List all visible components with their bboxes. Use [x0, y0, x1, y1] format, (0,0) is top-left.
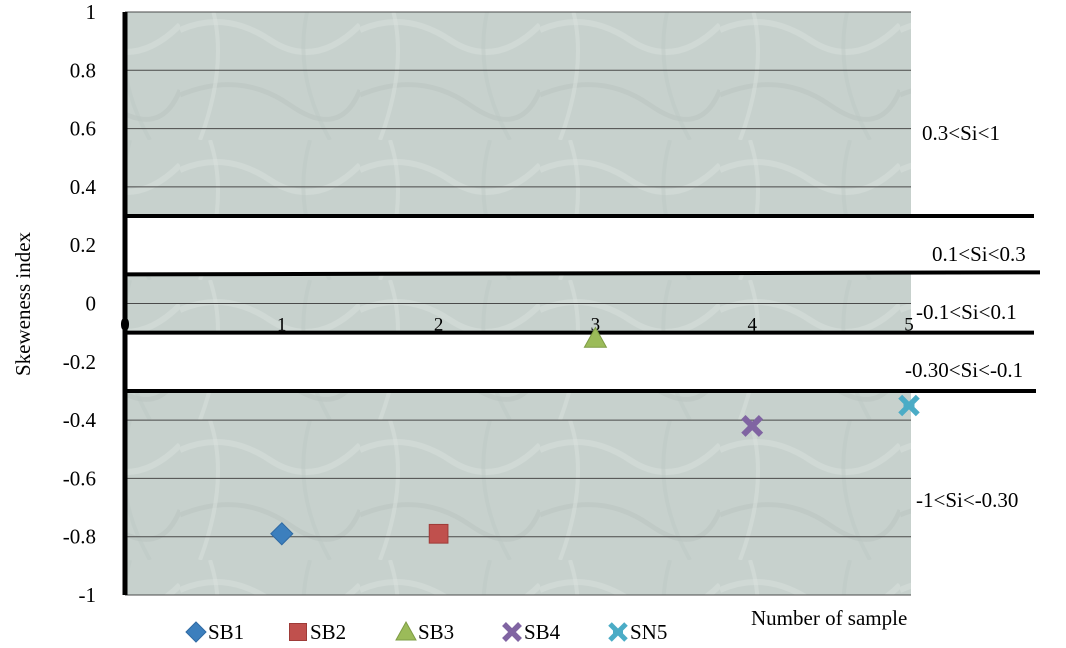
y-tick-label: -1	[79, 583, 97, 607]
legend-item-sn5: SN5	[608, 620, 667, 644]
band-boundary-line	[124, 270, 1041, 277]
legend-marker-sb2	[289, 623, 307, 641]
data-point-sb3	[583, 326, 608, 348]
y-tick-label: 0.2	[70, 233, 96, 257]
legend-marker-sb1	[185, 621, 207, 643]
legend-label: SB1	[208, 620, 244, 644]
y-axis-title: Skeweness index	[11, 231, 35, 376]
legend-item-sb4: SB4	[502, 620, 561, 644]
x-tick-label: 2	[434, 315, 444, 336]
legend-item-sb2: SB2	[289, 620, 346, 644]
legend: SB1 SB2 SB3 SB4 SN5	[185, 620, 667, 644]
range-bands	[125, 216, 1034, 391]
legend-label: SB2	[310, 620, 346, 644]
white-band	[125, 332, 1034, 391]
band-label: -1<Si<-0.30	[916, 488, 1018, 512]
x-tick-label: 4	[747, 315, 757, 336]
data-point-sb2	[428, 523, 449, 544]
y-tick-label: -0.8	[63, 525, 96, 549]
band-label: -0.30<Si<-0.1	[905, 358, 1023, 382]
white-band	[125, 216, 1034, 275]
x-tick-labels: 0 1 2 3 4 5	[120, 315, 914, 336]
y-tick-labels: 1 0.8 0.6 0.4 0.2 0 -0.2 -0.4 -0.6 -0.8 -1	[63, 0, 97, 607]
y-tick-label: 0.8	[70, 58, 96, 82]
legend-item-sb1: SB1	[185, 620, 244, 644]
x-tick-label: 5	[904, 315, 914, 336]
legend-item-sb3: SB3	[395, 620, 454, 644]
legend-marker-sn5	[608, 622, 628, 642]
band-label: -0.1<Si<0.1	[916, 300, 1017, 324]
legend-label: SB3	[418, 620, 454, 644]
y-tick-label: 0	[86, 292, 97, 316]
band-boundaries	[124, 214, 1041, 393]
y-tick-label: 0.4	[70, 175, 97, 199]
band-label: 0.1<Si<0.3	[932, 242, 1026, 266]
y-tick-label: 1	[86, 0, 97, 24]
x-axis-title: Number of sample	[751, 606, 907, 630]
legend-label: SN5	[630, 620, 667, 644]
legend-label: SB4	[524, 620, 561, 644]
y-tick-label: -0.6	[63, 466, 96, 490]
legend-marker-sb4	[502, 622, 522, 642]
data-point-sn5	[898, 394, 920, 417]
gridlines	[125, 11, 911, 596]
data-points	[270, 326, 920, 546]
data-point-sb4	[741, 414, 764, 437]
band-labels: 0.3<Si<1 0.1<Si<0.3 -0.1<Si<0.1 -0.30<Si<-0…	[905, 121, 1026, 512]
x-tick-label: 1	[277, 315, 287, 336]
y-tick-label: -0.4	[63, 408, 97, 432]
x-tick-label: 3	[591, 315, 601, 336]
legend-marker-sb3	[395, 620, 417, 641]
band-label: 0.3<Si<1	[922, 121, 1000, 145]
y-tick-label: -0.2	[63, 350, 96, 374]
data-point-sb1	[270, 522, 294, 546]
y-tick-label: 0.6	[70, 117, 96, 141]
x-tick-label: 0	[120, 315, 130, 336]
